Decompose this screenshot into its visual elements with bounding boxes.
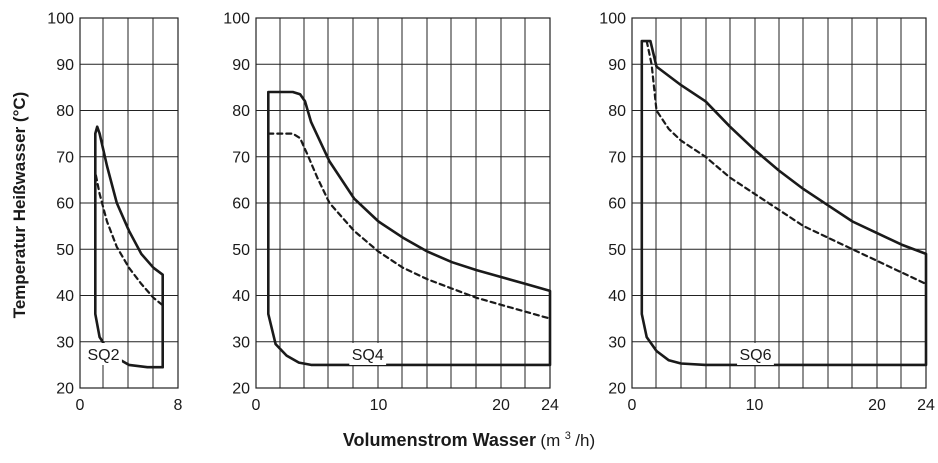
x-tick-label: 20 [868,397,886,414]
y-tick-label: 60 [232,196,250,213]
x-tick-label: 10 [370,397,388,414]
plot-frame [79,17,179,389]
x-tick-label: 8 [174,397,183,414]
y-tick-label: 40 [232,288,250,305]
series-line-dashed [645,40,928,285]
x-tick-label: 20 [492,397,510,414]
x-axis-label: Volumenstrom Wasser (m 3 /h) [343,426,595,450]
y-tick-label: 90 [232,57,250,74]
y-axis-label: Temperatur Heißwasser (°C) [10,92,29,319]
y-tick-label: 80 [56,103,74,120]
x-axis-label-unit: (m [540,431,560,450]
x-tick-label: 0 [76,397,85,414]
series-line-dashed [267,132,552,320]
y-tick-label: 20 [56,381,74,398]
series-line-solid [640,39,928,367]
x-tick-label: 24 [541,397,559,414]
panel-label: SQ6 [739,347,771,364]
y-tick-label: 50 [608,242,626,259]
y-tick-label: 40 [56,288,74,305]
y-tick-label: 60 [56,196,74,213]
y-tick-label: 50 [56,242,74,259]
chart-panel-sq4: 20 30 40 50 60 70 80 90 100 0 10 20 24 SQ4 [223,11,559,415]
y-tick-label: 30 [56,334,74,351]
series-line-solid [267,90,552,367]
panel-label-background [737,343,774,365]
panel-label: SQ4 [352,347,384,364]
y-tick-label: 70 [56,149,74,166]
x-axis-label-unit-superscript: 3 [565,430,571,442]
y-tick-label: 100 [223,11,250,28]
x-tick-label: 0 [628,397,637,414]
y-tick-label: 80 [608,103,626,120]
y-tick-label: 100 [599,11,626,28]
y-tick-label: 40 [608,288,626,305]
plot-frame [255,17,551,389]
y-tick-label: 50 [232,242,250,259]
x-axis-label-title: Volumenstrom Wasser [343,430,536,450]
y-tick-label: 30 [608,334,626,351]
panel-label-background [349,343,387,365]
x-tick-label: 0 [252,397,261,414]
x-axis-label-unit-suffix: /h) [575,431,595,450]
x-tick-label: 10 [746,397,764,414]
x-tick-label: 24 [917,397,935,414]
y-tick-label: 70 [608,149,626,166]
series-line-dashed [94,174,164,306]
panel-label: SQ2 [88,347,120,364]
plot-frame [631,17,927,389]
y-tick-label: 60 [608,196,626,213]
y-tick-label: 90 [56,57,74,74]
panel-label-background [85,343,122,365]
y-tick-label: 80 [232,103,250,120]
y-tick-label: 90 [608,57,626,74]
chart-panel-sq2: 20 30 40 50 60 70 80 90 100 0 8 SQ2 [47,11,182,415]
y-tick-label: 70 [232,149,250,166]
y-tick-label: 20 [232,381,250,398]
y-tick-label: 30 [232,334,250,351]
chart-panel-sq6: 20 30 40 50 60 70 80 90 100 0 10 20 24 SQ6 [599,11,935,415]
y-tick-label: 100 [47,11,74,28]
y-tick-label: 20 [608,381,626,398]
